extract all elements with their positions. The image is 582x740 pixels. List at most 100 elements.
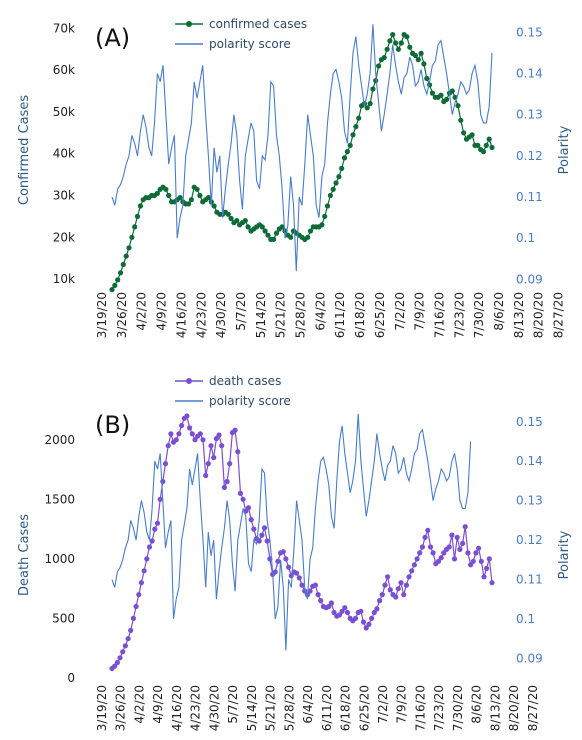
- confirmed-point: [188, 197, 194, 203]
- x-tick-label: 7/30/20: [451, 685, 465, 731]
- confirmed-point: [367, 101, 373, 107]
- death-point: [146, 544, 153, 550]
- death-point: [489, 580, 495, 586]
- death-point: [264, 538, 270, 544]
- death-point: [112, 663, 118, 669]
- confirmed-point: [341, 155, 348, 161]
- death-point: [462, 524, 468, 530]
- death-point: [221, 484, 227, 490]
- death-point: [114, 659, 120, 666]
- x-tick-label: 5/14/20: [245, 685, 259, 731]
- x-tick-label: 8/13/20: [512, 292, 526, 338]
- death-point: [227, 461, 233, 467]
- confirmed-point: [489, 144, 495, 151]
- death-point: [154, 520, 161, 526]
- confirmed-point: [404, 34, 410, 40]
- y2-tick-label: 0.09: [516, 272, 543, 286]
- death-point: [213, 436, 219, 442]
- death-point: [240, 496, 246, 502]
- death-point: [363, 625, 369, 631]
- x-tick-label: 8/6/20: [492, 292, 506, 331]
- death-point: [385, 574, 391, 580]
- legend-label: polarity score: [209, 37, 291, 51]
- death-point: [395, 586, 401, 592]
- y-tick-label: 1000: [44, 552, 75, 566]
- confirmed-point: [327, 192, 333, 199]
- confirmed-point: [418, 50, 424, 57]
- confirmed-point: [115, 277, 121, 283]
- confirmed-point: [271, 236, 277, 242]
- legend-label: confirmed cases: [209, 17, 307, 31]
- confirmed-point: [234, 218, 240, 224]
- confirmed-point: [288, 234, 294, 240]
- x-tick-label: 8/6/20: [470, 685, 484, 724]
- death-point: [425, 527, 431, 533]
- death-point: [280, 549, 286, 555]
- death-point: [446, 544, 452, 550]
- death-point: [422, 534, 428, 541]
- death-point: [197, 431, 203, 437]
- death-point: [366, 621, 372, 628]
- death-point: [465, 550, 471, 556]
- confirmed-point: [279, 224, 285, 230]
- death-point: [401, 592, 407, 598]
- death-point: [328, 600, 334, 606]
- death-point: [138, 580, 144, 586]
- confirmed-point: [429, 90, 435, 96]
- death-point: [208, 443, 214, 449]
- x-tick-label: 5/21/20: [274, 292, 288, 338]
- death-point: [478, 558, 484, 564]
- y2-tick-label: 0.1: [516, 612, 535, 626]
- death-point: [168, 431, 174, 437]
- polarity-line: [111, 413, 472, 651]
- confirmed-point: [265, 232, 271, 238]
- death-point: [245, 505, 252, 511]
- y-tick-label: 10k: [53, 272, 75, 286]
- death-point: [128, 627, 134, 634]
- confirmed-point: [339, 165, 345, 171]
- death-point: [352, 615, 359, 622]
- death-point: [360, 619, 367, 625]
- death-point: [438, 555, 444, 561]
- confirmed-point: [166, 192, 172, 199]
- death-point: [371, 609, 377, 616]
- death-point: [294, 570, 300, 576]
- confirmed-point: [381, 55, 387, 61]
- confirmed-point: [120, 261, 126, 268]
- y-tick-label: 20k: [53, 230, 75, 244]
- x-tick-label: 4/9/20: [155, 292, 169, 331]
- death-point: [144, 556, 150, 562]
- death-point: [160, 478, 166, 485]
- y2-tick-label: 0.14: [516, 454, 543, 468]
- death-point: [419, 544, 425, 550]
- confirmed-point: [458, 117, 464, 123]
- death-point: [382, 582, 388, 588]
- death-point: [318, 598, 324, 604]
- death-point: [299, 582, 305, 588]
- confirmed-point: [333, 180, 339, 186]
- y-axis-title: Confirmed Cases: [17, 95, 32, 205]
- death-point: [331, 609, 337, 616]
- confirmed-point: [197, 192, 203, 199]
- y2-tick-label: 0.13: [516, 494, 543, 508]
- x-tick-label: 6/18/20: [339, 685, 353, 731]
- death-point: [417, 550, 423, 556]
- confirmed-point: [163, 186, 169, 192]
- y2-tick-label: 0.1: [516, 231, 535, 245]
- confirmed-point: [228, 215, 234, 222]
- death-point: [122, 643, 128, 649]
- x-tick-label: 3/19/20: [95, 292, 109, 338]
- x-tick-label: 4/23/20: [194, 292, 208, 338]
- death-point: [358, 608, 364, 614]
- panel-label: (B): [95, 411, 130, 439]
- death-point: [286, 564, 292, 570]
- confirmed-point: [154, 190, 160, 196]
- y-tick-label: 70k: [53, 21, 75, 35]
- confirmed-point: [259, 224, 265, 230]
- confirmed-point: [319, 222, 325, 228]
- confirmed-point: [415, 57, 421, 63]
- y-axis-title: Death Cases: [17, 514, 32, 596]
- death-point: [393, 594, 399, 600]
- death-point: [176, 431, 182, 437]
- y-tick-label: 2000: [44, 433, 75, 447]
